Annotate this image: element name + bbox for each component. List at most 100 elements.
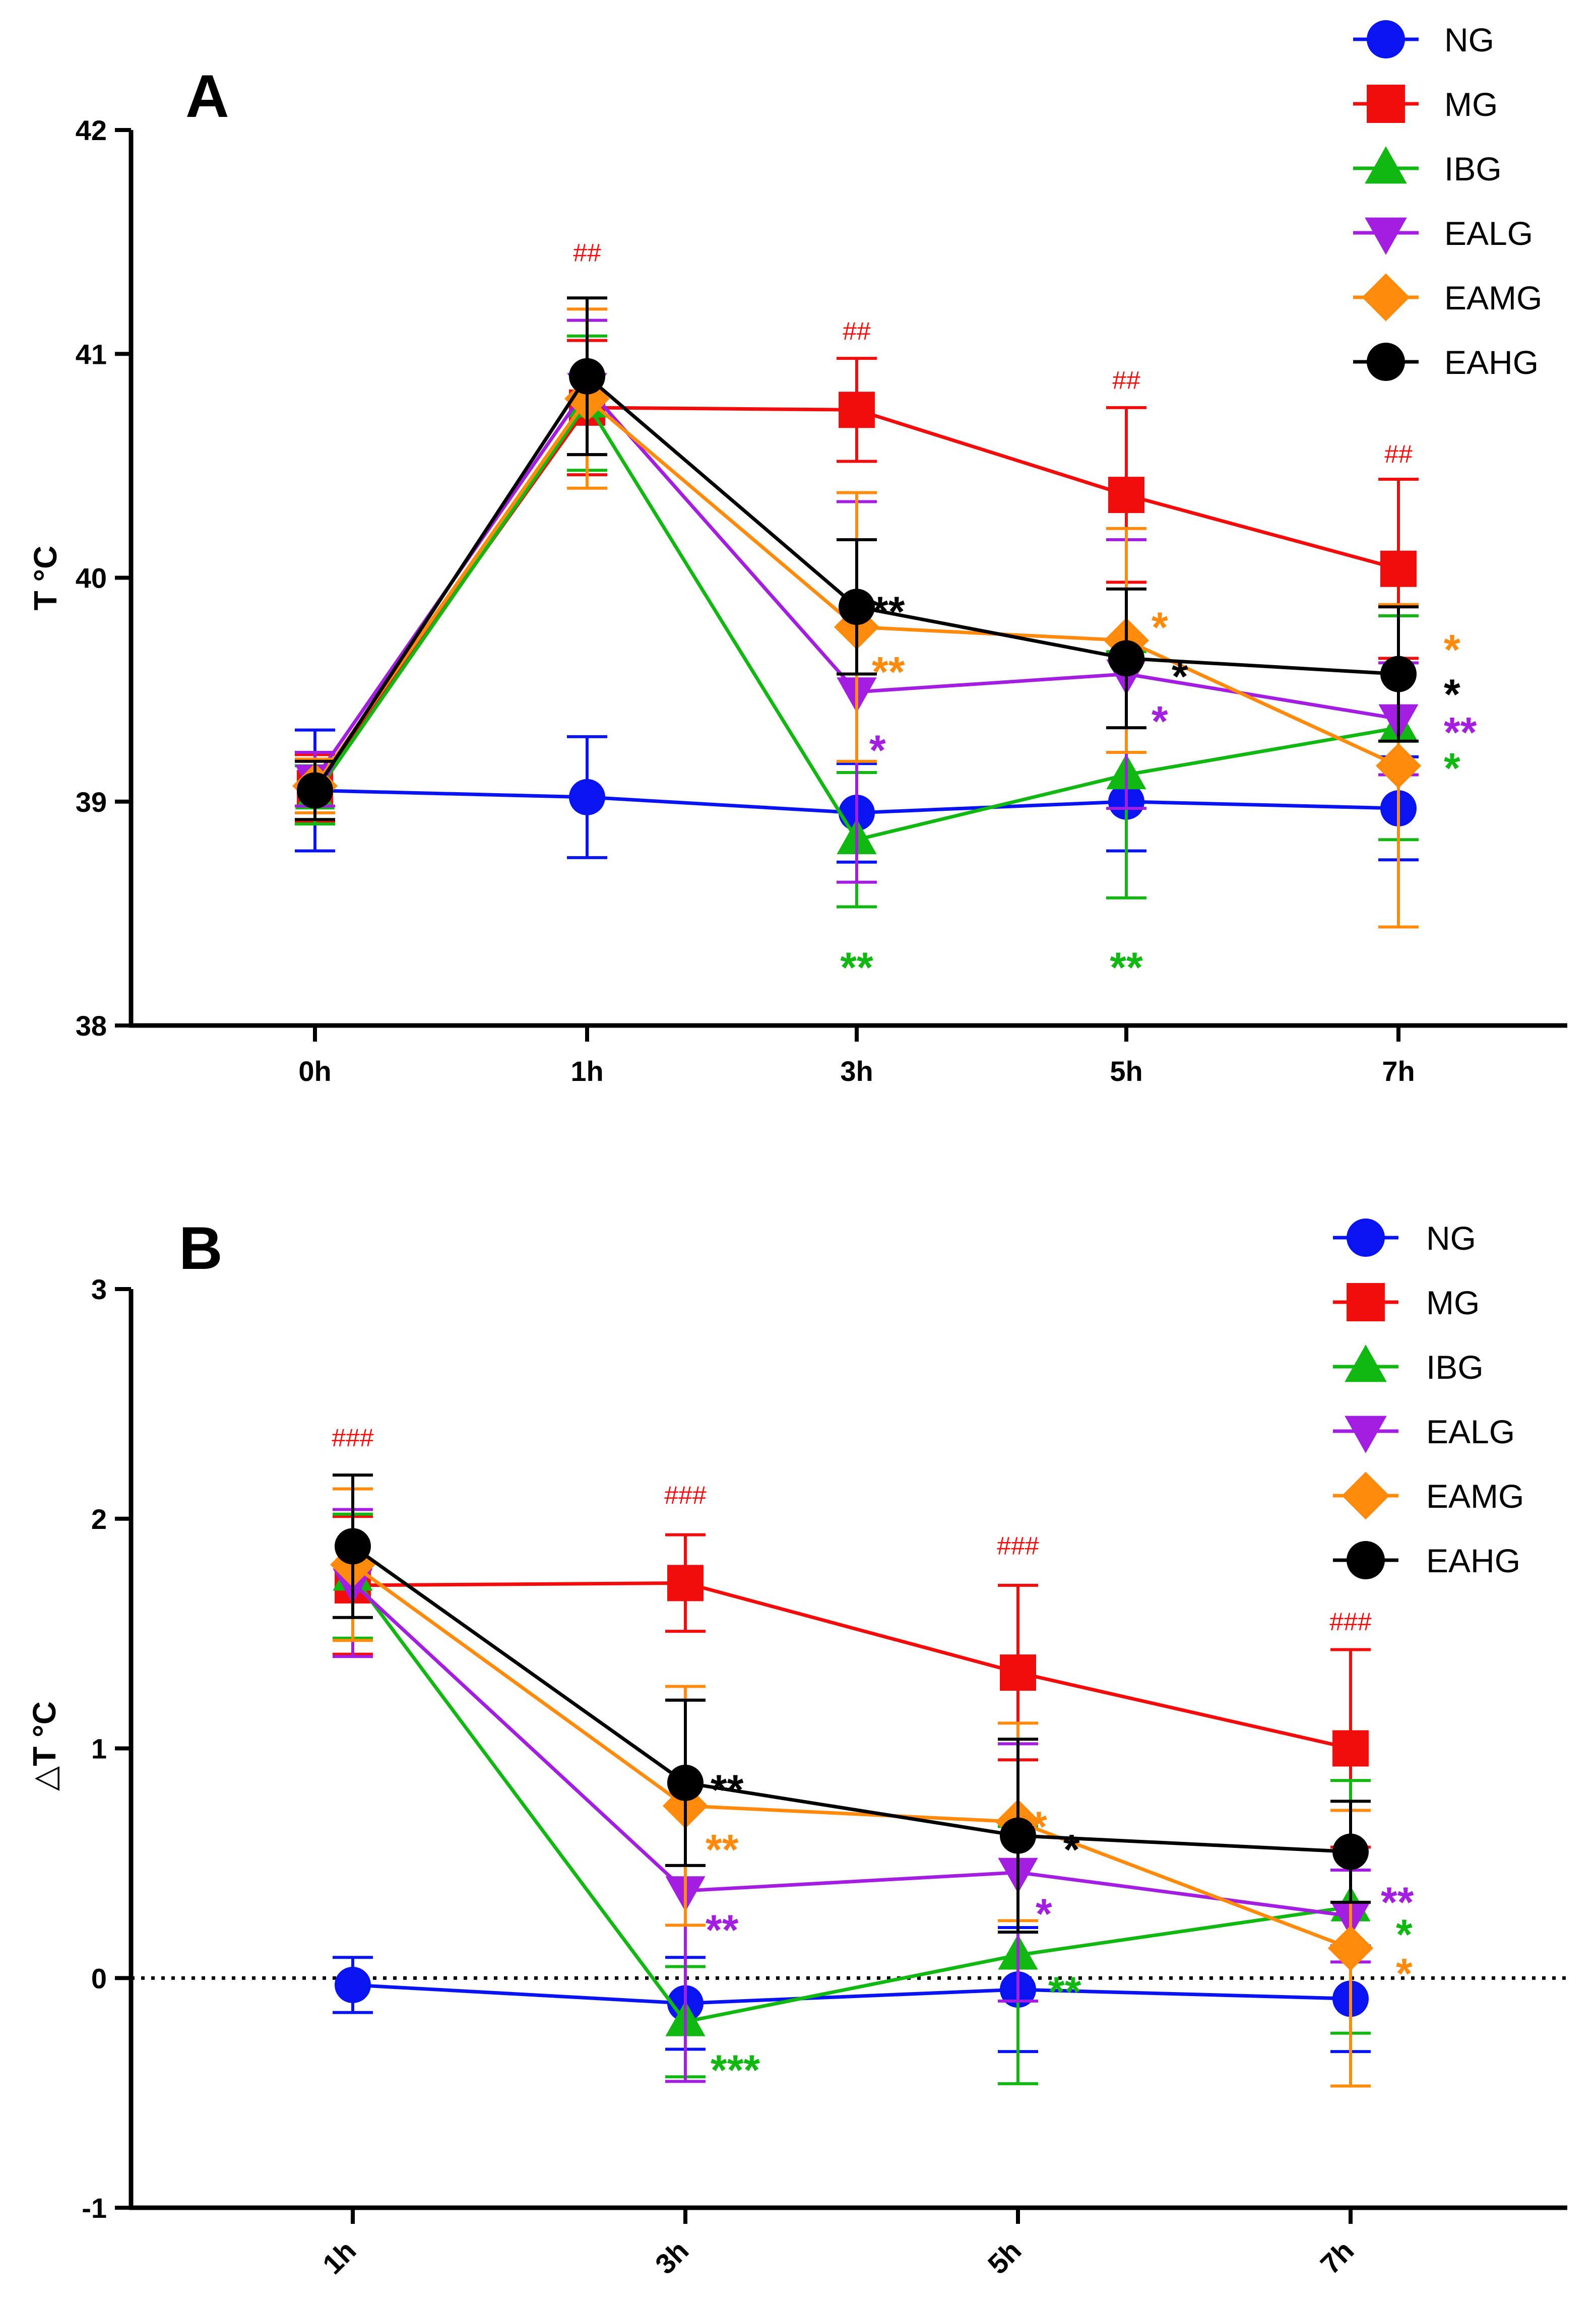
legend-marker-mg bbox=[1347, 1283, 1385, 1321]
significance-annotation-ealg: ** bbox=[1381, 1879, 1414, 1926]
data-point-eahg bbox=[569, 358, 605, 395]
significance-annotation-eahg: * bbox=[1444, 671, 1460, 718]
legend-marker-ng bbox=[1367, 20, 1405, 58]
significance-annotation-ealg: * bbox=[869, 727, 886, 774]
series-line-ealg bbox=[351, 1581, 1351, 1918]
data-point-mg bbox=[839, 392, 875, 428]
series-eahg-a bbox=[295, 296, 1419, 821]
series-line-mg bbox=[352, 1581, 1351, 1750]
hash-annotation-mg: ### bbox=[332, 1424, 374, 1452]
data-point-eahg bbox=[1000, 1817, 1036, 1854]
panel-letter-b: B bbox=[179, 1214, 223, 1282]
hash-annotation-mg: ## bbox=[1112, 366, 1140, 395]
data-point-eahg bbox=[1108, 640, 1144, 677]
y-tick-label-a: 38 bbox=[76, 1010, 107, 1042]
significance-annotation-eahg: * bbox=[1063, 1826, 1080, 1873]
legend-marker-eamg bbox=[1362, 273, 1410, 322]
significance-annotation-ibg: ** bbox=[840, 944, 873, 991]
legend-marker-ibg bbox=[1365, 146, 1407, 184]
legend-marker-ealg bbox=[1365, 217, 1407, 255]
legend-label-ng: NG bbox=[1444, 21, 1494, 58]
data-point-eahg bbox=[297, 772, 333, 809]
significance-annotation-eamg: ** bbox=[706, 1826, 739, 1873]
hash-annotation-mg: ### bbox=[1329, 1608, 1372, 1636]
legend-label-ealg: EALG bbox=[1444, 215, 1533, 252]
y-tick-label-b: 0 bbox=[91, 1962, 107, 1994]
y-tick-label-b: 1 bbox=[91, 1733, 107, 1765]
data-point-eamg bbox=[1376, 743, 1421, 789]
legend-label-eahg: EAHG bbox=[1444, 344, 1539, 381]
y-tick-label-a: 41 bbox=[76, 338, 107, 370]
legend-label-ibg: IBG bbox=[1444, 150, 1502, 187]
y-tick-label-b: -1 bbox=[82, 2192, 107, 2224]
data-point-eahg bbox=[1332, 1833, 1369, 1870]
significance-annotation-eamg: * bbox=[1152, 603, 1168, 651]
legend-marker-ng bbox=[1347, 1219, 1385, 1257]
series-line-eahg bbox=[351, 1545, 1351, 1854]
significance-annotation-ibg: * bbox=[1396, 1911, 1413, 1958]
y-axis-title-b: △T °C bbox=[26, 1701, 62, 1791]
x-tick-label-a: 3h bbox=[840, 1055, 873, 1087]
legend-label-ibg: IBG bbox=[1426, 1349, 1484, 1386]
legend-marker-ibg bbox=[1345, 1344, 1387, 1382]
x-tick-label-a: 0h bbox=[298, 1055, 331, 1087]
data-point-mg bbox=[1332, 1730, 1369, 1767]
legend-label-ng: NG bbox=[1426, 1220, 1476, 1257]
x-tick-label-a: 1h bbox=[570, 1055, 603, 1087]
hash-annotation-mg: ## bbox=[573, 238, 601, 267]
data-point-ng bbox=[569, 779, 605, 815]
data-point-mg bbox=[667, 1565, 704, 1601]
hash-annotation-mg: ## bbox=[843, 317, 871, 345]
legend-label-mg: MG bbox=[1444, 86, 1498, 123]
significance-annotation-eahg: * bbox=[1172, 653, 1188, 700]
significance-annotation-ibg: ** bbox=[1110, 944, 1143, 991]
x-tick-label-a: 5h bbox=[1110, 1055, 1142, 1087]
legend-label-eamg: EAMG bbox=[1444, 279, 1542, 316]
significance-annotation-eamg: ** bbox=[872, 648, 905, 695]
legend-marker-ealg bbox=[1345, 1416, 1387, 1453]
legend-label-mg: MG bbox=[1426, 1284, 1480, 1321]
data-point-eahg bbox=[839, 589, 875, 625]
data-point-mg bbox=[1108, 477, 1144, 514]
hash-annotation-mg: ## bbox=[1384, 440, 1413, 468]
legend-label-eahg: EAHG bbox=[1426, 1542, 1520, 1579]
significance-annotation-ealg: ** bbox=[706, 1906, 739, 1953]
significance-annotation-ealg: ** bbox=[1444, 709, 1477, 756]
series-eahg-b bbox=[333, 1473, 1371, 1934]
significance-annotation-eamg: * bbox=[1031, 1803, 1047, 1850]
series-line-eamg bbox=[351, 1563, 1352, 1950]
significance-annotation-ibg: ** bbox=[1048, 1968, 1081, 2015]
data-point-mg bbox=[1000, 1654, 1036, 1691]
significance-annotation-eahg: ** bbox=[711, 1766, 744, 1813]
legend-a: NG MG IBG EALG EAMG EAHG bbox=[1353, 20, 1542, 381]
hash-annotation-mg: ### bbox=[997, 1531, 1039, 1560]
data-point-eahg bbox=[335, 1528, 371, 1565]
data-point-ng bbox=[335, 1966, 371, 2003]
significance-annotation-ibg: *** bbox=[711, 2046, 760, 2093]
significance-annotation-eamg: * bbox=[1444, 626, 1460, 673]
significance-annotation-eamg: * bbox=[1396, 1950, 1413, 1997]
significance-annotation-eahg: ** bbox=[872, 588, 905, 635]
y-tick-label-b: 3 bbox=[91, 1273, 107, 1305]
data-point-eahg bbox=[1380, 656, 1417, 692]
x-tick-label-a: 7h bbox=[1382, 1055, 1415, 1087]
legend-label-ealg: EALG bbox=[1426, 1413, 1515, 1450]
significance-annotation-ealg: * bbox=[1152, 697, 1168, 745]
data-point-eahg bbox=[667, 1764, 704, 1801]
legend-label-eamg: EAMG bbox=[1426, 1478, 1524, 1515]
hash-annotation-mg: ### bbox=[664, 1481, 707, 1509]
legend-marker-eahg bbox=[1347, 1541, 1385, 1579]
data-point-mg bbox=[1380, 550, 1417, 587]
panel-letter-a: A bbox=[185, 62, 229, 130]
series-line-ng bbox=[352, 1983, 1351, 2005]
data-point-eamg bbox=[1328, 1926, 1373, 1971]
significance-annotation-ealg: * bbox=[1036, 1890, 1052, 1938]
legend-marker-eahg bbox=[1367, 343, 1405, 381]
legend-b: NG MG IBG EALG EAMG EAHG bbox=[1333, 1219, 1524, 1579]
legend-marker-mg bbox=[1367, 85, 1405, 123]
